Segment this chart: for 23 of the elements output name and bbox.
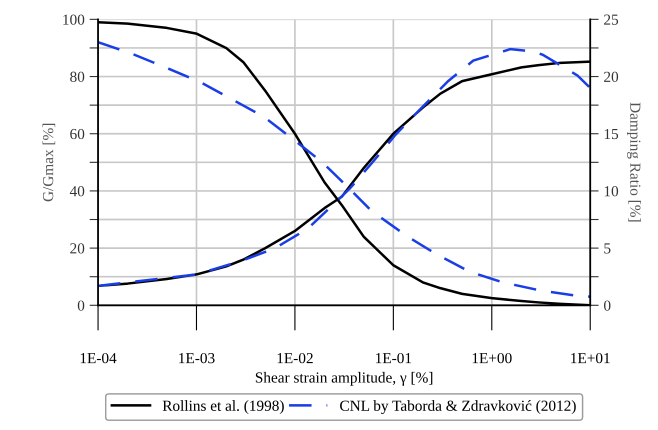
x-tick-label: 1E-04 <box>80 352 116 364</box>
y-tick-label: 40 <box>70 186 84 196</box>
y-tick-label: 0 <box>78 300 84 311</box>
x-tick-label: 1E-02 <box>278 352 313 364</box>
y-axis-title: G/Gmax [%] <box>42 124 56 202</box>
x-tick-label: 1E+00 <box>472 352 512 364</box>
y2-tick-label: 15 <box>604 128 618 140</box>
y2-tick-label: 10 <box>604 186 618 196</box>
legend-label: CNL by Taborda & Zdravković (2012) <box>340 400 576 414</box>
y2-tick-label: 20 <box>604 72 618 82</box>
x-axis-title: Shear strain amplitude, γ [%] <box>256 372 432 386</box>
x-tick-label: 1E-03 <box>179 352 215 364</box>
x-tick-label: 1E-01 <box>376 352 412 364</box>
y2-tick-label: 0 <box>604 300 610 311</box>
y-tick-label: 80 <box>70 72 84 82</box>
x-tick-label: 1E+01 <box>571 352 610 364</box>
y2-axis-title: Damping Ratio [%] <box>627 102 641 222</box>
legend-label: Rollins et al. (1998) <box>162 400 284 414</box>
y-tick-label: 20 <box>70 243 84 254</box>
y-tick-label: 100 <box>63 14 84 25</box>
y2-tick-label: 25 <box>604 14 618 25</box>
y2-tick-label: 5 <box>604 243 610 254</box>
y-tick-label: 60 <box>70 128 84 140</box>
